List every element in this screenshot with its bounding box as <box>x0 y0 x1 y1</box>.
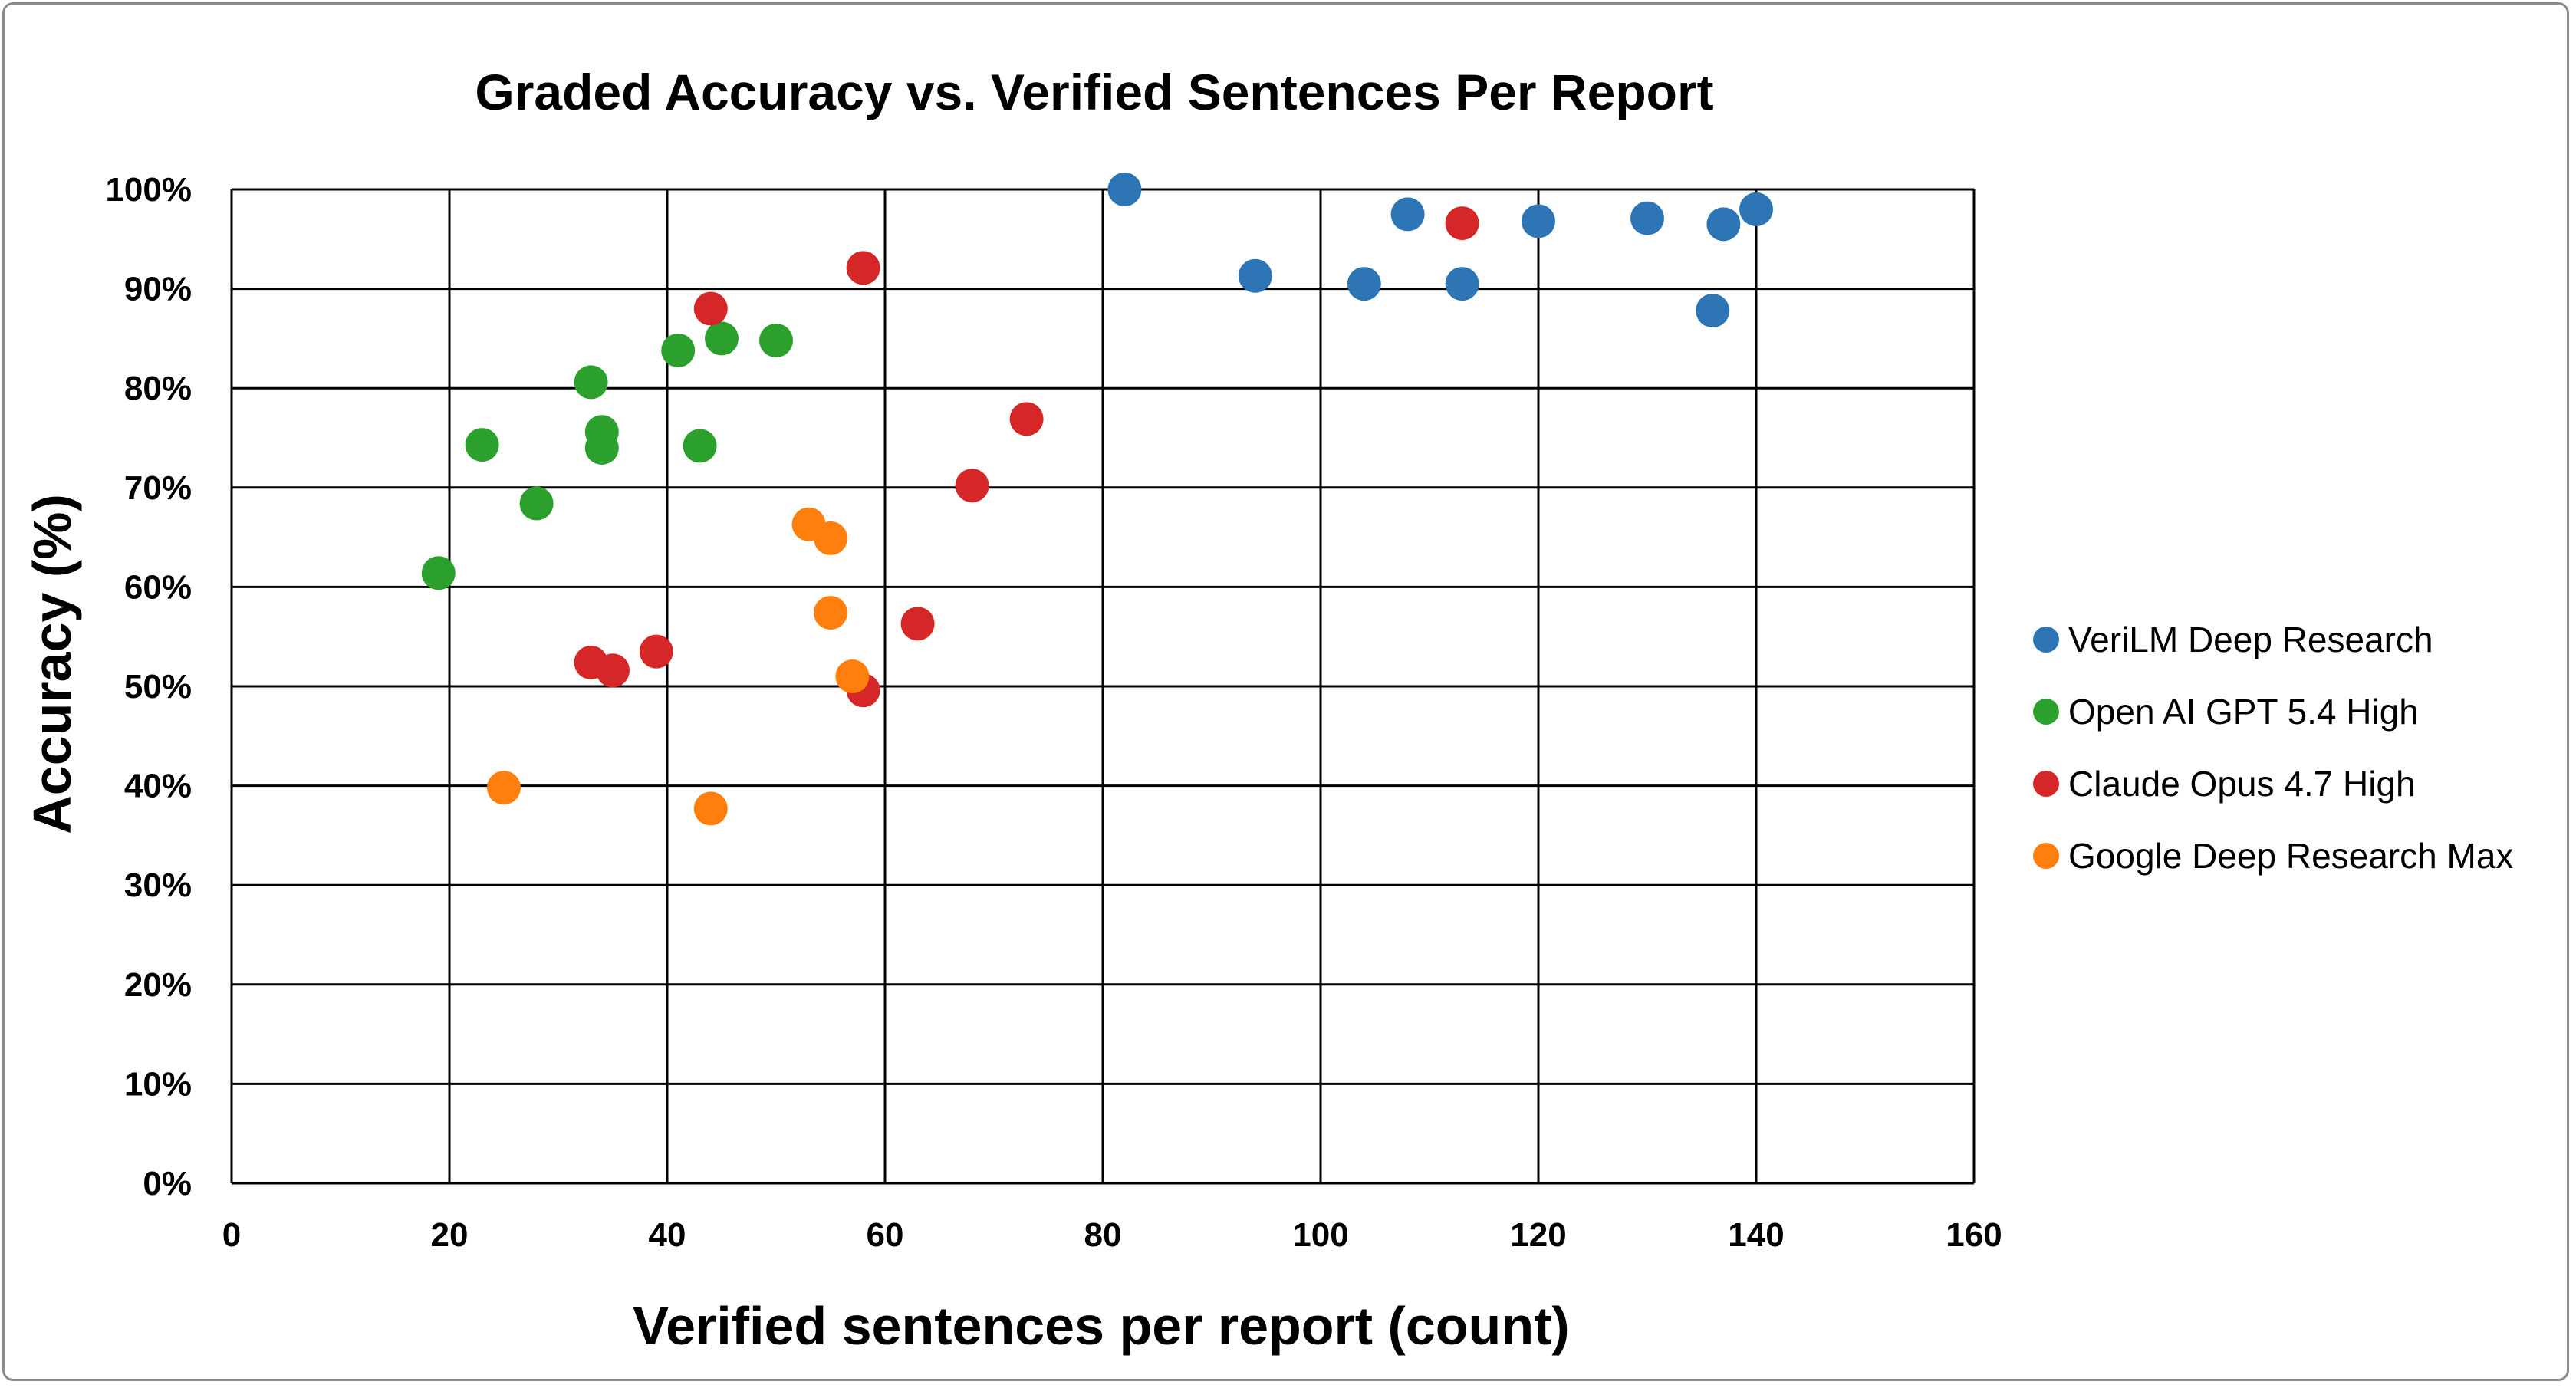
data-point <box>1347 267 1381 301</box>
data-point <box>639 634 673 669</box>
data-point <box>1445 267 1479 301</box>
legend-entry: VeriLM Deep Research <box>2033 620 2433 659</box>
data-point <box>661 333 696 367</box>
grid-layer <box>230 188 1976 1185</box>
data-point <box>1630 201 1664 235</box>
data-point <box>693 791 728 826</box>
data-point <box>683 429 717 463</box>
data-points <box>421 173 1773 826</box>
legend-marker <box>2033 771 2059 797</box>
legend-marker <box>2033 843 2059 869</box>
x-tick-label: 140 <box>1728 1216 1784 1254</box>
y-axis-title: Accuracy (%) <box>22 494 82 834</box>
y-tick-label: 0% <box>143 1165 192 1202</box>
x-tick-label: 160 <box>1946 1216 2002 1254</box>
legend-label: Claude Opus 4.7 High <box>2068 764 2416 804</box>
data-point <box>693 291 728 326</box>
y-tick-label: 10% <box>124 1065 192 1103</box>
data-point <box>900 607 935 641</box>
data-point <box>1522 204 1555 238</box>
data-point <box>814 596 847 630</box>
y-tick-label: 90% <box>124 271 192 308</box>
legend-entry: Google Deep Research Max <box>2033 836 2513 876</box>
y-tick-label: 50% <box>124 668 192 706</box>
data-point <box>1107 173 1142 206</box>
legend: VeriLM Deep Research Open AI GPT 5.4 High… <box>2033 620 2513 876</box>
x-tick-label: 20 <box>431 1216 469 1254</box>
y-tick-label: 60% <box>124 568 192 606</box>
data-point <box>421 556 456 590</box>
data-point <box>846 251 880 285</box>
legend-marker <box>2033 699 2059 725</box>
data-point <box>584 430 619 465</box>
y-tick-label: 100% <box>105 171 192 209</box>
y-tick-label: 20% <box>124 966 192 1004</box>
y-tick-label: 80% <box>124 370 192 407</box>
data-point <box>1739 192 1773 226</box>
data-point <box>759 323 793 357</box>
data-point <box>1706 207 1741 242</box>
y-tick-label: 30% <box>124 867 192 904</box>
data-point <box>487 771 521 805</box>
y-tick-label: 70% <box>124 469 192 507</box>
legend-label: Google Deep Research Max <box>2068 836 2513 876</box>
data-point <box>465 428 499 462</box>
data-point <box>1009 402 1044 436</box>
legend-entry: Claude Opus 4.7 High <box>2033 764 2416 804</box>
data-point <box>1238 258 1272 293</box>
data-point <box>705 321 739 356</box>
chart-title: Graded Accuracy vs. Verified Sentences P… <box>475 64 1713 120</box>
data-point <box>1390 197 1425 232</box>
x-axis-title: Verified sentences per report (count) <box>633 1296 1569 1356</box>
legend-label: VeriLM Deep Research <box>2068 620 2433 659</box>
x-tick-label: 0 <box>222 1216 241 1254</box>
data-point <box>519 486 554 521</box>
legend-marker <box>2033 627 2059 653</box>
data-point <box>596 653 630 688</box>
y-tick-label: 40% <box>124 768 192 805</box>
x-tick-label: 120 <box>1510 1216 1566 1254</box>
x-tick-label: 60 <box>867 1216 904 1254</box>
x-tick-label: 40 <box>649 1216 686 1254</box>
data-point <box>1696 294 1730 328</box>
y-axis-ticks: 0% 10% 20% 30% 40% 50% 60% 70% 80% 90% 100% <box>105 171 192 1202</box>
data-point <box>955 469 989 503</box>
x-tick-label: 100 <box>1292 1216 1348 1254</box>
data-point <box>1445 206 1479 241</box>
data-point <box>814 521 847 555</box>
legend-label: Open AI GPT 5.4 High <box>2068 692 2419 732</box>
x-axis-ticks: 0 20 40 60 80 100 120 140 160 <box>222 1216 2002 1254</box>
data-point <box>574 365 608 400</box>
x-tick-label: 80 <box>1084 1216 1122 1254</box>
legend-entry: Open AI GPT 5.4 High <box>2033 692 2419 732</box>
data-point <box>835 659 870 694</box>
